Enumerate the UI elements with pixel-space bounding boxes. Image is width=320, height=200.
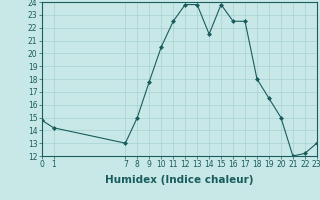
X-axis label: Humidex (Indice chaleur): Humidex (Indice chaleur) [105, 175, 253, 185]
